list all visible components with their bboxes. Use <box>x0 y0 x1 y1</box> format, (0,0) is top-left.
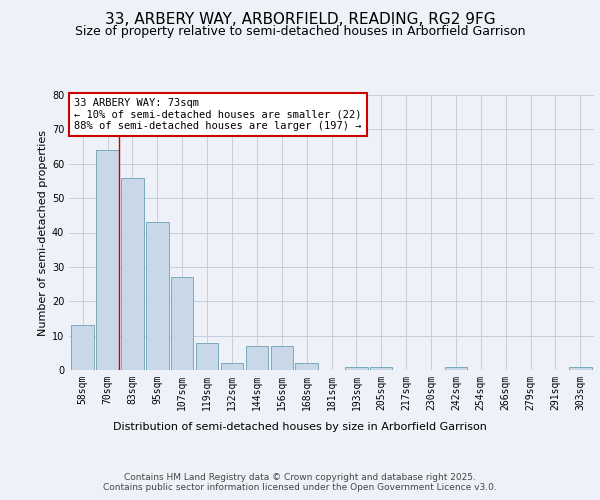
Text: 33 ARBERY WAY: 73sqm
← 10% of semi-detached houses are smaller (22)
88% of semi-: 33 ARBERY WAY: 73sqm ← 10% of semi-detac… <box>74 98 362 131</box>
Bar <box>97 150 119 370</box>
Bar <box>171 277 193 370</box>
Text: Size of property relative to semi-detached houses in Arborfield Garrison: Size of property relative to semi-detach… <box>75 25 525 38</box>
Bar <box>295 363 318 370</box>
Y-axis label: Number of semi-detached properties: Number of semi-detached properties <box>38 130 47 336</box>
Text: Contains HM Land Registry data © Crown copyright and database right 2025.
Contai: Contains HM Land Registry data © Crown c… <box>103 472 497 492</box>
Bar <box>345 366 368 370</box>
Bar <box>221 363 243 370</box>
Text: Distribution of semi-detached houses by size in Arborfield Garrison: Distribution of semi-detached houses by … <box>113 422 487 432</box>
Bar <box>196 342 218 370</box>
Bar <box>271 346 293 370</box>
Bar <box>370 366 392 370</box>
Bar <box>245 346 268 370</box>
Bar <box>445 366 467 370</box>
Bar <box>71 326 94 370</box>
Text: 33, ARBERY WAY, ARBORFIELD, READING, RG2 9FG: 33, ARBERY WAY, ARBORFIELD, READING, RG2… <box>104 12 496 28</box>
Bar <box>146 222 169 370</box>
Bar <box>121 178 143 370</box>
Bar <box>569 366 592 370</box>
